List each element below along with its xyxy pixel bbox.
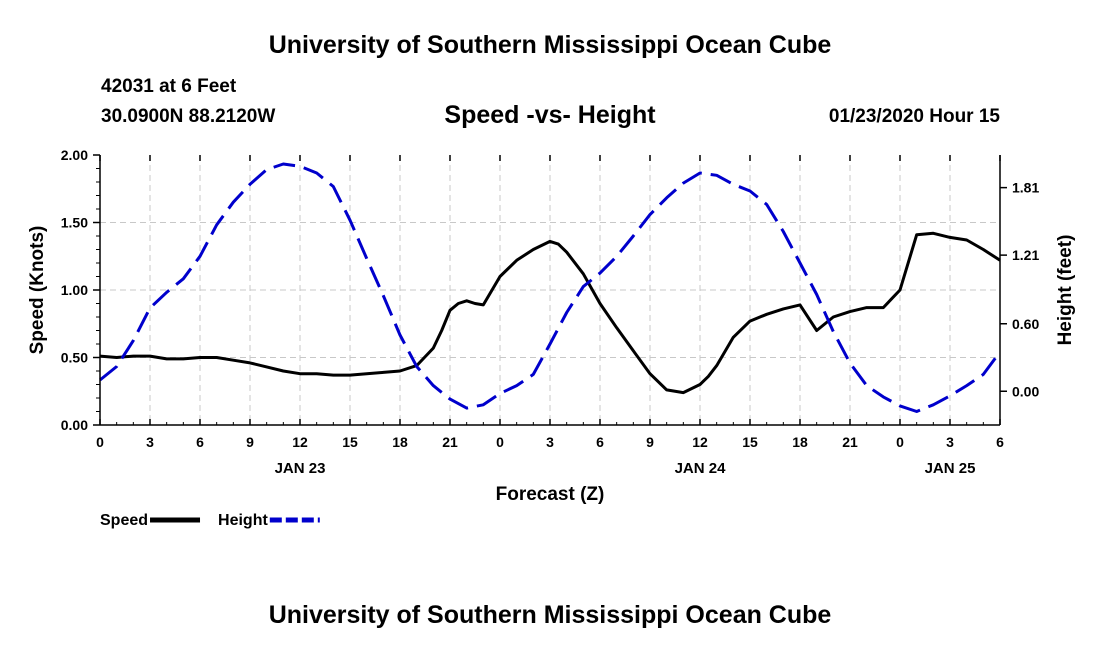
y-tick-label-left: 1.00 xyxy=(61,282,88,298)
x-tick-label: 21 xyxy=(442,434,458,450)
x-tick-label: 9 xyxy=(646,434,654,450)
x-tick-label: 6 xyxy=(196,434,204,450)
x-tick-label: 21 xyxy=(842,434,858,450)
y-tick-label-right: 1.21 xyxy=(1012,247,1039,263)
x-tick-label: 18 xyxy=(392,434,408,450)
legend: Speed Height xyxy=(100,512,320,529)
series xyxy=(99,162,1002,413)
y-tick-label-left: 2.00 xyxy=(61,147,88,163)
x-tick-label: 6 xyxy=(996,434,1004,450)
legend-label-speed: Speed xyxy=(100,512,148,529)
x-tick-label: 0 xyxy=(96,434,104,450)
y-tick-label-right: 1.81 xyxy=(1012,180,1039,196)
axes: 0 3 6 9 12 15 18 21 0 3 6 9 12 15 18 21 0 3 6 0.00 0.50 1.00 1… xyxy=(27,147,1076,505)
x-tick-label: 12 xyxy=(292,434,308,450)
date-label: JAN 24 xyxy=(675,460,727,477)
x-tick-label: 9 xyxy=(246,434,254,450)
station-id: 42031 at 6 Feet xyxy=(101,76,237,97)
footer-title: University of Southern Mississippi Ocean… xyxy=(268,601,832,629)
x-tick-label: 0 xyxy=(496,434,504,450)
x-tick-label: 15 xyxy=(342,434,358,450)
x-tick-label: 3 xyxy=(946,434,954,450)
grid xyxy=(100,155,1000,425)
issued-time: 01/23/2020 Hour 15 xyxy=(828,106,1000,127)
x-tick-label: 15 xyxy=(742,434,758,450)
y-axis-title-right: Height (feet) xyxy=(1055,235,1076,346)
legend-label-height: Height xyxy=(218,512,268,529)
x-tick-label: 6 xyxy=(596,434,604,450)
station-coordinates: 30.0900N 88.2120W xyxy=(101,106,276,127)
x-tick-label: 0 xyxy=(896,434,904,450)
chart-title: Speed -vs- Height xyxy=(444,101,656,129)
y-tick-label-left: 1.50 xyxy=(61,215,88,231)
date-label: JAN 23 xyxy=(275,460,326,477)
page-title: University of Southern Mississippi Ocean… xyxy=(268,31,832,59)
x-tick-label: 3 xyxy=(546,434,554,450)
series-line-speed xyxy=(99,231,1001,395)
y-tick-label-left: 0.00 xyxy=(61,417,88,433)
y-tick-label-right: 0.00 xyxy=(1012,383,1039,399)
y-axis-title-left: Speed (Knots) xyxy=(27,226,48,355)
y-tick-label-right: 0.60 xyxy=(1012,316,1039,332)
series-line-height xyxy=(99,162,1002,413)
y-tick-label-left: 0.50 xyxy=(61,350,88,366)
x-tick-label: 12 xyxy=(692,434,708,450)
x-axis-title: Forecast (Z) xyxy=(496,484,605,505)
date-label: JAN 25 xyxy=(925,460,976,477)
x-tick-label: 3 xyxy=(146,434,154,450)
x-tick-label: 18 xyxy=(792,434,808,450)
